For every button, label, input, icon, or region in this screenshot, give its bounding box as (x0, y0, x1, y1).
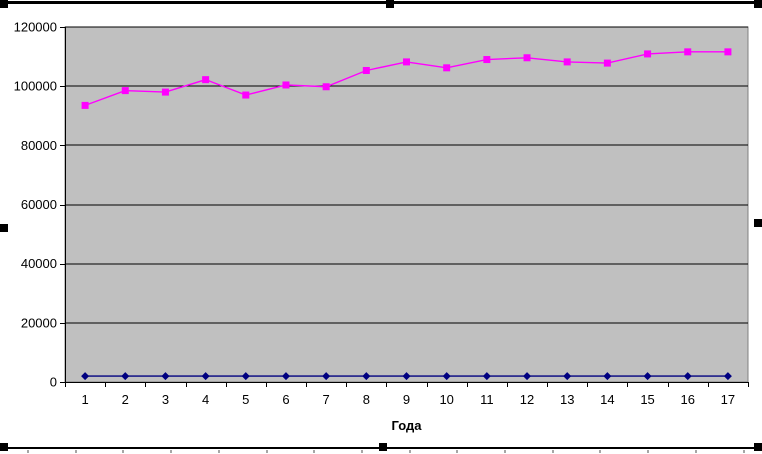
marker-series-1-navy-diamond (482, 372, 491, 381)
selection-handle-top-middle[interactable] (386, 0, 394, 8)
marker-series-1-navy-diamond (723, 372, 732, 381)
sheet-gridline-dash (361, 450, 363, 453)
marker-series-2-magenta-square (724, 48, 732, 56)
x-tick-label: 13 (560, 392, 574, 407)
marker-series-1-navy-diamond (643, 372, 652, 381)
marker-series-1-navy-diamond (121, 372, 130, 381)
marker-series-1-navy-diamond (683, 372, 692, 381)
marker-series-2-magenta-square (563, 58, 571, 66)
marker-series-1-navy-diamond (241, 372, 250, 381)
selection-handle-middle-right[interactable] (754, 219, 762, 227)
y-tick-label: 60000 (21, 197, 57, 212)
sheet-gridline-dash (647, 450, 649, 453)
selection-handle-top-right[interactable] (754, 0, 762, 8)
selection-handle-bottom-right[interactable] (754, 443, 762, 451)
marker-series-1-navy-diamond (81, 372, 90, 381)
selection-handle-top-left[interactable] (0, 0, 8, 8)
marker-series-1-navy-diamond (362, 372, 371, 381)
y-tick-label: 20000 (21, 315, 57, 330)
x-tick-label: 5 (242, 392, 249, 407)
x-tick-label: 7 (323, 392, 330, 407)
x-tick-label: 4 (202, 392, 209, 407)
sheet-gridline-dash (504, 450, 506, 453)
selection-handle-bottom-left[interactable] (0, 443, 8, 451)
marker-series-2-magenta-square (443, 64, 451, 72)
marker-series-1-navy-diamond (563, 372, 572, 381)
x-tick-label: 10 (439, 392, 453, 407)
marker-series-2-magenta-square (161, 88, 169, 96)
sheet-gridline-dash (218, 450, 220, 453)
marker-series-1-navy-diamond (161, 372, 170, 381)
marker-series-1-navy-diamond (603, 372, 612, 381)
x-tick-label: 1 (81, 392, 88, 407)
x-tick-label: 9 (403, 392, 410, 407)
y-tick-label: 0 (50, 375, 57, 390)
sheet-gridline-dash (75, 450, 77, 453)
y-tick-label: 40000 (21, 256, 57, 271)
sheet-gridline-dash (599, 450, 601, 453)
marker-series-1-navy-diamond (281, 372, 290, 381)
marker-series-2-magenta-square (322, 83, 330, 91)
x-tick-label: 17 (721, 392, 735, 407)
marker-series-2-magenta-square (603, 59, 611, 67)
x-tick-label: 11 (480, 392, 494, 407)
marker-series-2-magenta-square (282, 81, 290, 89)
sheet-gridline-dash (122, 450, 124, 453)
marker-series-1-navy-diamond (442, 372, 451, 381)
y-tick-label: 120000 (14, 20, 57, 35)
marker-series-2-magenta-square (362, 66, 370, 74)
marker-series-2-magenta-square (81, 101, 89, 109)
marker-series-2-magenta-square (684, 48, 692, 56)
marker-series-2-magenta-square (403, 58, 410, 66)
x-tick-label: 15 (640, 392, 654, 407)
marker-series-1-navy-diamond (402, 372, 411, 381)
marker-series-2-magenta-square (523, 54, 531, 62)
x-tick-label: 2 (122, 392, 129, 407)
sheet-gridline-dash (456, 450, 458, 453)
sheet-gridline-dash (266, 450, 268, 453)
sheet-gridline-dash (170, 450, 172, 453)
marker-series-1-navy-diamond (523, 372, 532, 381)
marker-series-1-navy-diamond (322, 372, 331, 381)
marker-series-2-magenta-square (483, 56, 491, 64)
x-tick-label: 6 (282, 392, 289, 407)
marker-series-1-navy-diamond (201, 372, 210, 381)
marker-series-2-magenta-square (242, 91, 250, 99)
x-tick-label: 8 (363, 392, 370, 407)
selection-handle-bottom-middle[interactable] (379, 443, 387, 451)
sheet-gridline-dash (695, 450, 697, 453)
sheet-gridline-dash (409, 450, 411, 453)
sheet-gridline-dash (743, 450, 745, 453)
marker-series-2-magenta-square (121, 87, 129, 95)
x-axis-title: Года (392, 418, 423, 433)
sheet-gridline-dash (27, 450, 29, 453)
sheet-gridline-dash (313, 450, 315, 453)
selection-handle-middle-left[interactable] (0, 224, 8, 232)
sheet-gridline-dash (552, 450, 554, 453)
x-tick-label: 14 (600, 392, 614, 407)
y-tick-label: 100000 (14, 79, 57, 94)
x-tick-label: 16 (681, 392, 695, 407)
selection-border-top (0, 1, 762, 4)
x-tick-label: 12 (520, 392, 534, 407)
y-tick-label: 80000 (21, 138, 57, 153)
marker-series-2-magenta-square (202, 76, 210, 84)
marker-series-2-magenta-square (644, 50, 652, 58)
x-tick-label: 3 (162, 392, 169, 407)
